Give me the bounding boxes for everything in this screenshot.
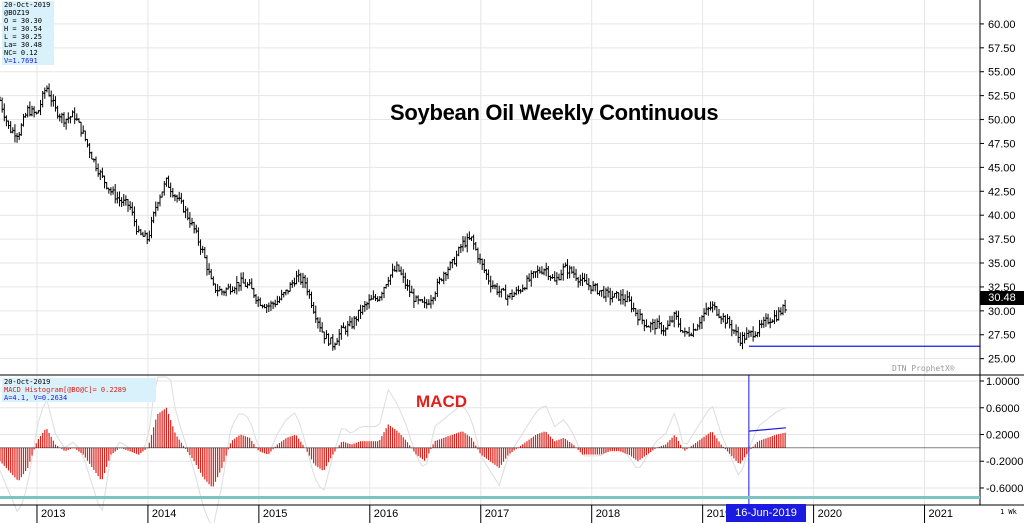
price-info-last: La= 30.48 <box>4 41 42 49</box>
year-tick-label: 2021 <box>929 508 953 520</box>
macd-histogram <box>0 407 980 487</box>
macd-tick-label: -0.6000 <box>986 483 1023 495</box>
macd-title: MACD <box>416 392 467 411</box>
year-tick-label: 2018 <box>596 508 620 520</box>
grid-lines <box>0 0 980 505</box>
price-tick-label: 60.00 <box>988 19 1016 31</box>
price-bars <box>0 83 788 351</box>
year-tick-label: 2014 <box>152 508 176 520</box>
price-tick-label: 25.00 <box>988 354 1016 366</box>
macd-trend-line <box>748 427 786 432</box>
price-info-low: L = 30.25 <box>4 33 42 41</box>
price-tick-label: 57.50 <box>988 43 1016 55</box>
macd-info-histogram: MACD Histogram[@BO@C]= 0.2289 <box>4 386 127 394</box>
x-axis-band <box>0 496 980 499</box>
macd-signal-line <box>0 376 786 523</box>
price-tick-label: 45.00 <box>988 162 1016 174</box>
overlays <box>748 345 980 505</box>
macd-line <box>0 376 786 523</box>
last-price-tag: 30.48 <box>980 291 1024 305</box>
watermark: DTN ProphetX® <box>892 364 955 373</box>
chart-title: Soybean Oil Weekly Continuous <box>390 100 719 125</box>
macd-tick-label: 0.6000 <box>986 403 1020 415</box>
price-info-open: O = 30.30 <box>4 17 42 25</box>
price-tick-label: 55.00 <box>988 67 1016 79</box>
year-tick-label: 2017 <box>485 508 509 520</box>
x-unit-label: 1 Wk <box>1000 508 1017 516</box>
year-tick-label: 2019 <box>707 508 731 520</box>
macd-info-box: 20-Oct-2019 MACD Histogram[@BO@C]= 0.228… <box>2 378 156 402</box>
plot-background <box>0 0 980 505</box>
price-info-symbol: @BOZ19 <box>4 9 30 17</box>
price-info-box: 20-Oct-2019 @BOZ19 O = 30.30 H = 30.54 L… <box>2 1 54 65</box>
price-info-net-change: NC= 0.12 <box>4 49 38 57</box>
price-tick-label: 30.00 <box>988 306 1016 318</box>
macd-info-date: 20-Oct-2019 <box>4 378 51 386</box>
price-tick-label: 50.00 <box>988 115 1016 127</box>
macd-info-params: A=4.1, V=0.2634 <box>4 394 68 402</box>
price-info-date: 20-Oct-2019 <box>4 1 51 9</box>
year-tick-label: 2013 <box>41 508 65 520</box>
price-info-volume: V=1.7691 <box>4 57 38 65</box>
price-tick-label: 35.00 <box>988 258 1016 270</box>
cursor-date-tag: 16-Jun-2019 <box>726 504 806 522</box>
price-tick-label: 37.50 <box>988 234 1016 246</box>
year-tick-label: 2015 <box>263 508 287 520</box>
year-tick-label: 2016 <box>374 508 398 520</box>
price-tick-label: 47.50 <box>988 138 1016 150</box>
price-tick-label: 27.50 <box>988 330 1016 342</box>
price-tick-label: 52.50 <box>988 91 1016 103</box>
year-tick-label: 2020 <box>818 508 842 520</box>
macd-tick-label: -0.2000 <box>986 456 1023 468</box>
macd-tick-label: 0.2000 <box>986 429 1020 441</box>
price-tick-label: 32.50 <box>988 282 1016 294</box>
macd-tick-label: 1.0000 <box>986 376 1020 388</box>
price-info-high: H = 30.54 <box>4 25 42 33</box>
price-tick-label: 40.00 <box>988 210 1016 222</box>
price-tick-label: 42.50 <box>988 186 1016 198</box>
